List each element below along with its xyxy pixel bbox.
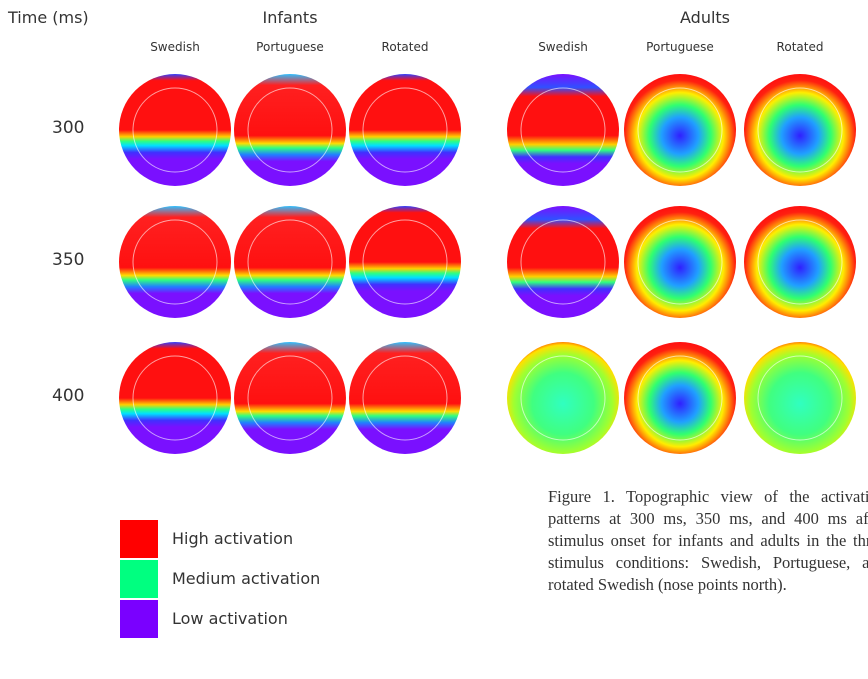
condition-label: Portuguese: [256, 40, 324, 54]
condition-label: Swedish: [150, 40, 200, 54]
head-outline: [362, 219, 448, 305]
legend-swatch: [120, 520, 158, 558]
topomap: [234, 342, 346, 454]
topomap: [507, 342, 619, 454]
legend-swatch: [120, 600, 158, 638]
topomap: [744, 342, 856, 454]
head-outline: [757, 355, 843, 441]
head-outline: [637, 219, 723, 305]
head-outline: [637, 87, 723, 173]
condition-label: Swedish: [538, 40, 588, 54]
topomap: [119, 74, 231, 186]
head-outline: [247, 219, 333, 305]
topomap: [349, 206, 461, 318]
time-row-label: 300: [52, 118, 85, 138]
topomap: [624, 342, 736, 454]
head-outline: [132, 87, 218, 173]
head-outline: [757, 219, 843, 305]
topomap: [744, 74, 856, 186]
head-outline: [247, 355, 333, 441]
head-outline: [132, 355, 218, 441]
legend-label: Medium activation: [172, 569, 321, 588]
topomap: [744, 206, 856, 318]
caption: Figure 1. Topographic view of the activa…: [548, 487, 868, 594]
head-outline: [362, 355, 448, 441]
head-outline: [520, 219, 606, 305]
topomap: [624, 74, 736, 186]
topomap: [234, 74, 346, 186]
group-label: Infants: [262, 8, 318, 27]
condition-label: Portuguese: [646, 40, 714, 54]
head-outline: [247, 87, 333, 173]
head-outline: [520, 87, 606, 173]
topomap: [349, 342, 461, 454]
head-outline: [132, 219, 218, 305]
topomap: [119, 342, 231, 454]
group-label: Adults: [679, 8, 731, 27]
topomap: [507, 74, 619, 186]
legend-label: High activation: [172, 529, 294, 548]
legend-label: Low activation: [172, 609, 288, 628]
legend-swatch: [120, 560, 158, 598]
condition-label: Rotated: [776, 40, 824, 54]
condition-label: Rotated: [381, 40, 429, 54]
time-label: Time (ms): [8, 8, 89, 27]
head-outline: [637, 355, 723, 441]
topomap: [507, 206, 619, 318]
topomap: [624, 206, 736, 318]
topomap: [349, 74, 461, 186]
topomap: [119, 206, 231, 318]
time-row-label: 400: [52, 386, 85, 406]
head-outline: [520, 355, 606, 441]
head-outline: [362, 87, 448, 173]
time-row-label: 350: [52, 250, 85, 270]
head-outline: [757, 87, 843, 173]
topomap: [234, 206, 346, 318]
